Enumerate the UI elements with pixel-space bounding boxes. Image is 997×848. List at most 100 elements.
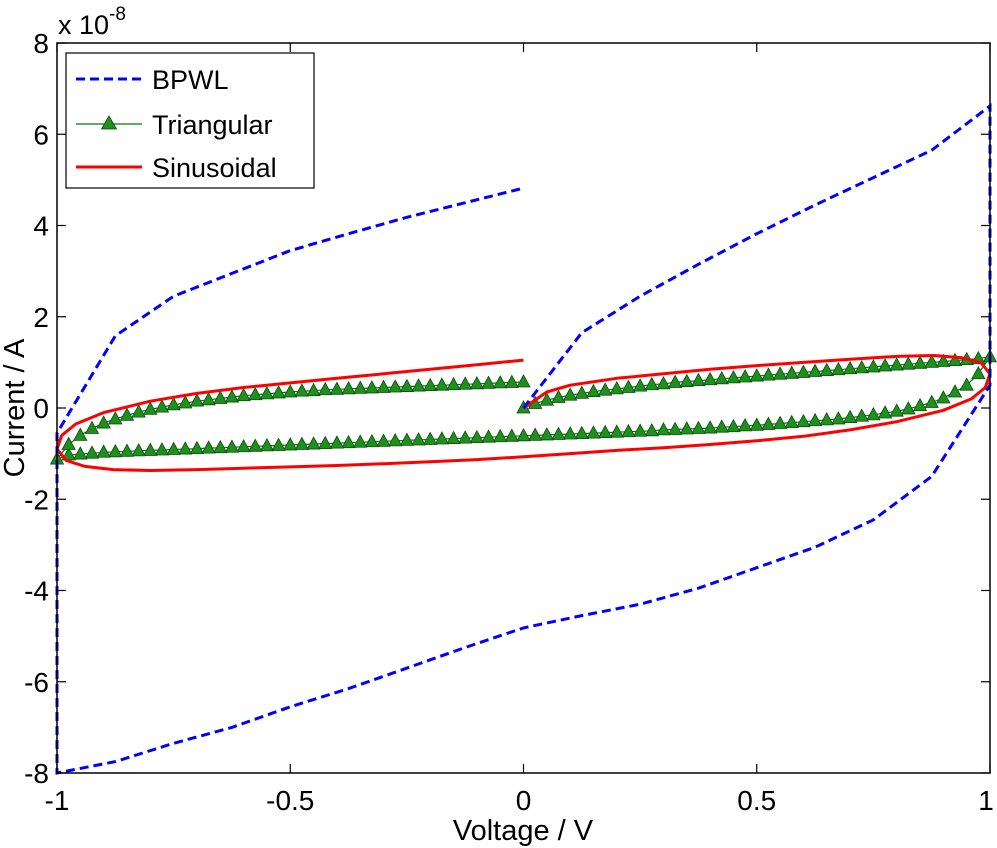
triangular-marker	[388, 379, 403, 393]
series-layer	[49, 102, 997, 775]
triangular-marker	[644, 376, 659, 391]
triangular-marker	[154, 399, 170, 413]
triangular-marker	[481, 429, 496, 443]
x-tick-label: -0.5	[266, 785, 314, 816]
triangular-marker	[959, 377, 974, 391]
triangular-marker	[842, 409, 858, 423]
triangular-marker	[446, 430, 461, 444]
y-tick-label: -4	[24, 576, 49, 607]
triangular-marker	[84, 420, 100, 434]
triangular-marker	[516, 374, 531, 388]
triangular-marker	[434, 431, 450, 445]
triangular-marker	[271, 385, 286, 399]
triangular-marker	[726, 418, 741, 433]
triangular-marker	[831, 411, 846, 425]
triangular-marker	[189, 440, 205, 455]
triangular-marker	[294, 383, 310, 397]
triangular-marker	[423, 431, 438, 445]
legend-marker-triangular	[100, 115, 118, 130]
triangular-marker	[691, 420, 706, 434]
triangular-marker	[131, 443, 146, 457]
y-axis-label: Current / A	[0, 338, 31, 477]
y-tick-label: 4	[33, 211, 49, 242]
y-tick-label: -6	[24, 667, 49, 698]
triangular-marker	[667, 421, 683, 435]
triangular-marker	[866, 359, 881, 373]
triangular-marker	[504, 428, 520, 442]
legend: BPWL Triangular Sinusoidal	[65, 52, 315, 189]
triangular-marker	[329, 435, 345, 449]
triangular-marker	[854, 408, 869, 422]
triangular-marker	[889, 357, 904, 371]
legend-label-bpwl: BPWL	[152, 65, 229, 95]
triangular-marker	[819, 412, 834, 426]
triangular-marker	[446, 376, 461, 391]
triangular-marker	[504, 374, 520, 388]
triangular-marker	[877, 358, 893, 372]
triangular-marker	[539, 392, 554, 406]
triangular-marker	[166, 396, 181, 411]
triangular-marker	[597, 424, 613, 439]
triangular-marker	[189, 393, 205, 407]
triangular-marker	[108, 411, 123, 425]
triangular-marker	[924, 394, 939, 408]
triangular-marker	[364, 433, 380, 448]
triangular-marker	[936, 353, 951, 367]
triangular-marker	[749, 368, 764, 382]
triangular-marker	[516, 427, 531, 442]
triangular-marker	[772, 366, 788, 380]
triangular-marker	[318, 381, 333, 396]
triangular-marker	[761, 416, 776, 430]
triangular-marker	[61, 436, 76, 450]
triangular-marker	[971, 365, 986, 380]
triangular-marker	[493, 375, 508, 389]
x-tick-label: -1	[45, 785, 70, 816]
triangular-marker	[493, 428, 508, 443]
triangular-marker	[702, 371, 718, 386]
legend-label-sinusoidal: Sinusoidal	[152, 153, 277, 183]
triangular-marker	[376, 379, 391, 393]
triangular-marker	[341, 380, 356, 395]
triangular-marker	[353, 380, 368, 394]
triangular-marker	[551, 426, 566, 440]
series-line-bpwl	[55, 102, 992, 775]
triangular-marker	[726, 370, 741, 384]
triangular-marker	[574, 425, 589, 439]
triangular-marker	[912, 355, 928, 369]
triangular-marker	[119, 407, 135, 421]
triangular-marker	[283, 437, 298, 451]
triangular-marker	[224, 439, 240, 453]
triangular-marker	[458, 376, 473, 390]
triangular-marker	[119, 443, 135, 457]
y-tick-label: 0	[33, 393, 49, 424]
triangular-marker	[411, 378, 426, 392]
triangular-marker	[259, 438, 275, 452]
triangular-marker	[96, 415, 111, 429]
triangular-marker	[609, 424, 624, 438]
y-tick-label: 6	[33, 119, 49, 150]
triangular-marker	[796, 364, 811, 378]
triangular-marker	[586, 425, 601, 439]
triangular-marker	[679, 421, 694, 435]
y-tick-label: -8	[24, 758, 49, 789]
x-axis-label: Voltage / V	[453, 815, 594, 847]
triangular-marker	[294, 436, 310, 450]
triangular-marker	[201, 440, 216, 454]
y-scale-multiplier: x 10-8	[58, 4, 126, 40]
triangular-marker	[936, 390, 951, 404]
triangular-marker	[96, 444, 111, 458]
y-tick-label: 2	[33, 302, 49, 333]
triangular-marker	[306, 436, 321, 450]
y-tick-label: 8	[33, 28, 49, 59]
triangular-marker	[562, 426, 578, 440]
plot-frame	[56, 42, 991, 774]
triangular-marker	[901, 401, 916, 415]
triangular-marker	[761, 367, 776, 381]
x-tick-label: 1	[978, 785, 994, 816]
triangular-marker	[306, 382, 321, 397]
triangular-marker	[737, 369, 753, 383]
triangular-marker	[248, 438, 263, 452]
triangular-marker	[924, 354, 939, 368]
x-tick-labels: -1 -0.5 0 0.5 1	[45, 785, 994, 816]
